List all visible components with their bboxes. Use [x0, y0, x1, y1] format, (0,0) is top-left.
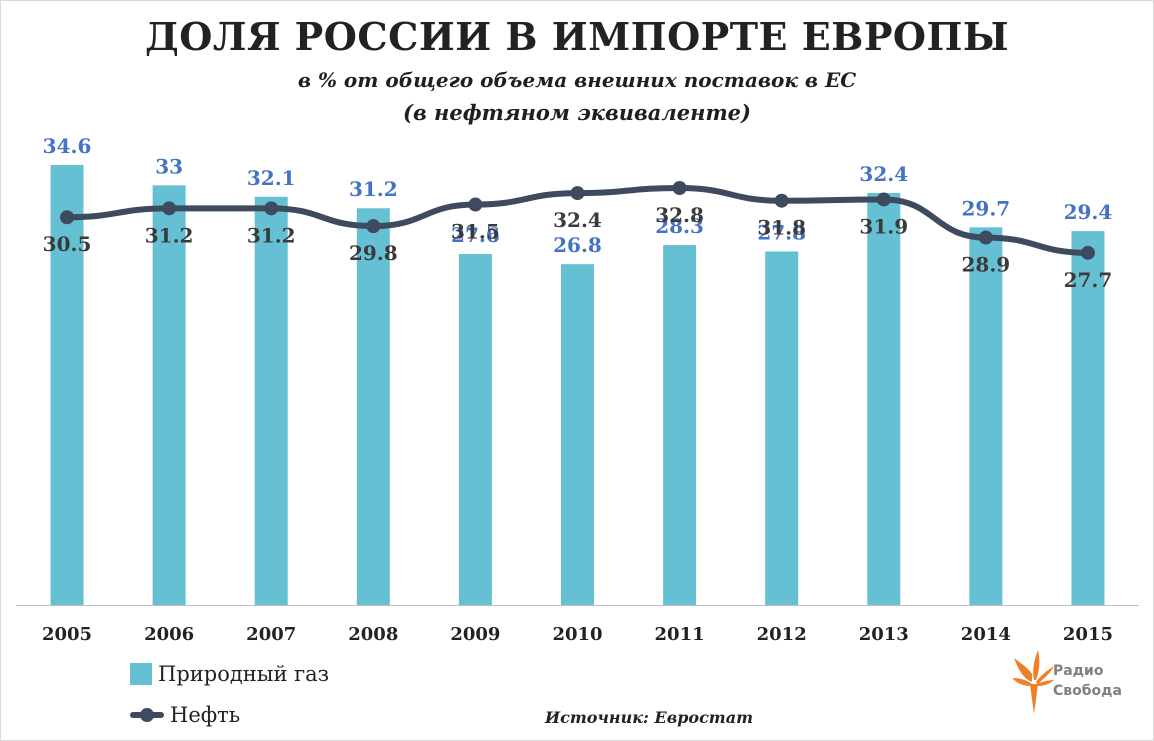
logo-text-radio: Радио [1053, 663, 1104, 679]
x-tick-label-2009: 2009 [450, 624, 500, 645]
bar-label-gas-2009: 27.6 [451, 223, 500, 247]
chart-subtitle-note: (в нефтяном эквиваленте) [403, 100, 751, 125]
bar-label-gas-2006: 33 [155, 154, 183, 178]
line-label-oil-2008: 29.8 [349, 241, 398, 265]
legend-swatch-line [130, 704, 164, 726]
bar-label-gas-2010: 26.8 [553, 233, 602, 257]
point-oil-2008 [366, 219, 381, 234]
bar-gas-2011 [663, 245, 697, 605]
x-tick-label-2008: 2008 [348, 624, 398, 645]
line-label-oil-2005: 30.5 [43, 232, 92, 256]
point-oil-2007 [264, 201, 279, 216]
x-tick-label-2007: 2007 [246, 624, 296, 645]
line-label-oil-2006: 31.2 [145, 223, 194, 247]
bar-gas-2014 [969, 227, 1003, 605]
line-label-oil-2015: 27.7 [1064, 268, 1113, 292]
line-label-oil-2012: 31.8 [757, 216, 806, 240]
bar-label-gas-2014: 29.7 [962, 196, 1011, 220]
radio-svoboda-torch-icon [1012, 650, 1054, 714]
bar-label-gas-2013: 32.4 [859, 162, 908, 186]
bar-gas-2009 [458, 254, 492, 605]
line-label-oil-2007: 31.2 [247, 223, 296, 247]
bar-label-gas-2015: 29.4 [1064, 200, 1113, 224]
line-label-oil-2009: 31.5 [451, 220, 500, 244]
chart-subtitle: в % от общего объема внешних поставок в … [297, 68, 857, 92]
legend-label-gas: Природный газ [158, 662, 330, 686]
point-oil-2014 [978, 230, 993, 245]
x-tick-label-2010: 2010 [552, 624, 602, 645]
x-tick-label-2005: 2005 [42, 624, 92, 645]
bar-gas-2007 [254, 196, 288, 605]
line-label-oil-2014: 28.9 [962, 253, 1011, 277]
point-oil-2009 [468, 197, 483, 212]
logo-text-svoboda: Свобода [1053, 683, 1122, 699]
line-label-oil-2010: 32.4 [553, 208, 602, 232]
legend-swatch-bar [130, 663, 152, 685]
point-oil-2006 [162, 201, 177, 216]
x-tick-label-2012: 2012 [757, 624, 807, 645]
bar-gas-2006 [152, 185, 186, 606]
bar-gas-2015 [1071, 231, 1105, 605]
legend-item-oil: Нефть [130, 703, 240, 727]
chart-title: ДОЛЯ РОССИИ В ИМПОРТЕ ЕВРОПЫ [144, 14, 1010, 59]
x-tick-label-2006: 2006 [144, 624, 194, 645]
bar-gas-2008 [356, 208, 390, 605]
x-tick-label-2015: 2015 [1063, 624, 1113, 645]
bar-label-gas-2008: 31.2 [349, 177, 398, 201]
legend-item-gas: Природный газ [130, 662, 329, 686]
bar-label-gas-2012: 27.8 [757, 220, 806, 244]
point-oil-2010 [570, 186, 585, 201]
bar-label-gas-2011: 28.3 [655, 214, 704, 238]
point-oil-2015 [1080, 245, 1095, 260]
bar-gas-2005 [50, 165, 84, 605]
bar-gas-2012 [765, 251, 799, 605]
point-oil-2013 [876, 192, 891, 207]
bar-label-gas-2007: 32.1 [247, 166, 296, 190]
source-note: Источник: Евростат [545, 708, 754, 727]
bar-gas-2010 [561, 264, 594, 605]
point-oil-2011 [672, 181, 687, 195]
x-tick-label-2011: 2011 [655, 624, 705, 645]
x-tick-label-2013: 2013 [859, 624, 909, 645]
x-tick-label-2014: 2014 [961, 624, 1011, 645]
point-oil-2012 [774, 193, 789, 208]
legend-label-oil: Нефть [170, 703, 241, 727]
bar-label-gas-2005: 34.6 [43, 134, 92, 158]
line-label-oil-2011: 32.8 [655, 203, 704, 227]
line-label-oil-2013: 31.9 [859, 214, 908, 238]
point-oil-2005 [60, 210, 75, 225]
bar-gas-2013 [867, 192, 901, 606]
